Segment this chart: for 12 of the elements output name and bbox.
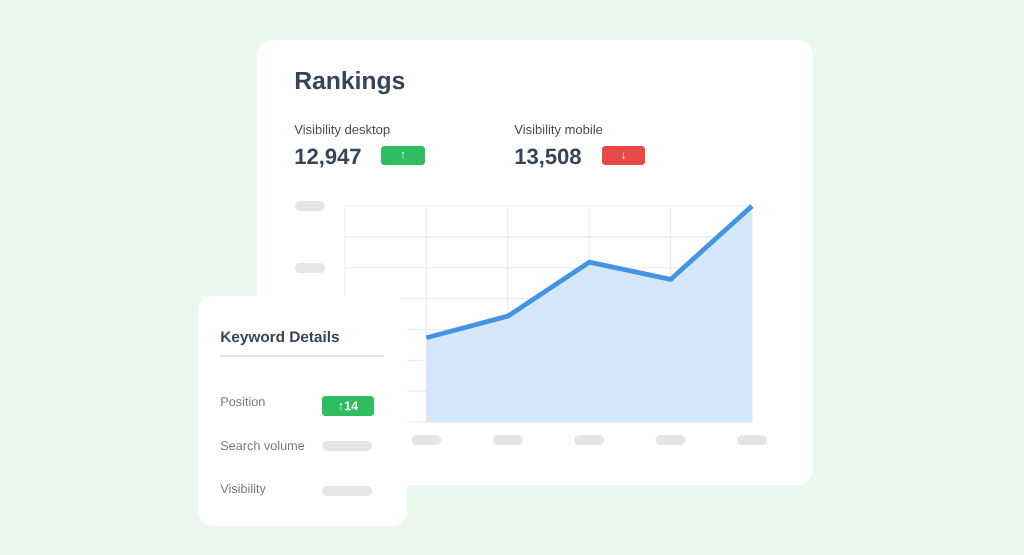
text: Visibility mobile [514, 124, 603, 137]
text: ↓ [622, 151, 625, 160]
text: Keyword Details [221, 330, 339, 346]
text: Visibility [220, 483, 266, 496]
chart-title: Rankings [295, 71, 405, 95]
text: Search volume [220, 440, 305, 451]
text: 12,947 [295, 148, 361, 168]
text: Position [221, 396, 265, 407]
text: 13,508 [515, 148, 581, 168]
text: ↑ [401, 151, 405, 160]
text: Visibility desktop [294, 124, 390, 137]
annotation: ↑14 [339, 401, 359, 411]
